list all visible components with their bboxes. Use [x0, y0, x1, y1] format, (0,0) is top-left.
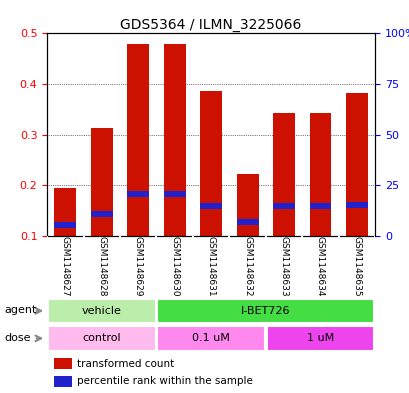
Bar [127, 191, 149, 197]
Text: 0.1 uM: 0.1 uM [192, 333, 229, 343]
Bar [157, 299, 373, 323]
Bar [157, 326, 265, 351]
Bar [54, 188, 76, 236]
Text: GSM1148627: GSM1148627 [61, 236, 70, 296]
Bar [272, 204, 294, 209]
Bar [91, 211, 112, 217]
Bar [54, 222, 76, 228]
Bar [54, 358, 72, 369]
Bar [345, 202, 367, 208]
Text: dose: dose [4, 333, 31, 343]
Text: GSM1148632: GSM1148632 [243, 236, 252, 296]
Text: vehicle: vehicle [82, 306, 121, 316]
Bar [309, 204, 330, 209]
Text: transformed count: transformed count [76, 359, 173, 369]
Text: GSM1148628: GSM1148628 [97, 236, 106, 296]
Text: GSM1148635: GSM1148635 [352, 236, 361, 297]
Bar [163, 191, 185, 197]
Text: agent: agent [4, 305, 36, 316]
Bar [200, 90, 222, 236]
Bar [127, 44, 149, 236]
Bar [345, 93, 367, 236]
Bar [200, 204, 222, 209]
Text: I-BET726: I-BET726 [240, 306, 290, 316]
Text: percentile rank within the sample: percentile rank within the sample [76, 376, 252, 386]
Text: GSM1148630: GSM1148630 [170, 236, 179, 297]
Bar [54, 376, 72, 387]
Bar [236, 174, 258, 236]
Text: GSM1148629: GSM1148629 [133, 236, 142, 296]
Text: control: control [82, 333, 121, 343]
Text: 1 uM: 1 uM [306, 333, 333, 343]
Bar [272, 113, 294, 236]
Title: GDS5364 / ILMN_3225066: GDS5364 / ILMN_3225066 [120, 18, 301, 32]
Bar [91, 128, 112, 236]
Bar [236, 219, 258, 225]
Text: GSM1148633: GSM1148633 [279, 236, 288, 297]
Text: GSM1148631: GSM1148631 [206, 236, 215, 297]
Bar [48, 299, 155, 323]
Bar [163, 44, 185, 236]
Bar [48, 326, 155, 351]
Text: GSM1148634: GSM1148634 [315, 236, 324, 296]
Bar [266, 326, 373, 351]
Bar [309, 113, 330, 236]
